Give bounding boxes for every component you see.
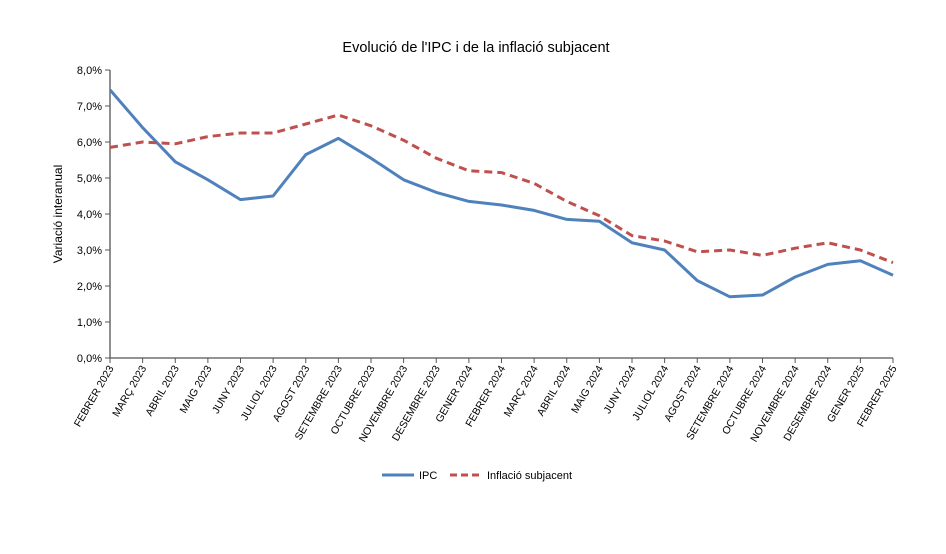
legend-label-ipc: IPC bbox=[419, 470, 437, 482]
x-tick-label: JUNY 2024 bbox=[601, 363, 638, 415]
y-tick-label: 1,0% bbox=[77, 317, 102, 329]
x-tick-label: JUNY 2023 bbox=[210, 363, 247, 415]
x-tick-label: MAIG 2024 bbox=[569, 363, 606, 415]
x-tick-label: ABRIL 2024 bbox=[535, 363, 574, 418]
y-axis-label: Variació interanual bbox=[51, 165, 65, 264]
y-tick-label: 4,0% bbox=[77, 209, 102, 221]
y-tick-label: 6,0% bbox=[77, 137, 102, 149]
x-tick-label: ABRIL 2023 bbox=[143, 363, 182, 418]
y-tick-label: 5,0% bbox=[77, 173, 102, 185]
series-line-core bbox=[109, 113, 894, 264]
chart-title: Evolució de l'IPC i de la inflació subja… bbox=[342, 40, 609, 56]
x-tick-label: MAIG 2023 bbox=[178, 363, 215, 415]
y-tick-label: 3,0% bbox=[77, 245, 102, 257]
legend-label-core: Inflació subjacent bbox=[487, 470, 572, 482]
series-line-ipc bbox=[108, 88, 894, 299]
y-tick-label: 7,0% bbox=[77, 101, 102, 113]
legend: IPC Inflació subjacent bbox=[382, 470, 572, 482]
x-tick-label: FEBRER 2023 bbox=[72, 363, 117, 429]
y-tick-label: 2,0% bbox=[77, 281, 102, 293]
y-tick-label: 0,0% bbox=[77, 353, 102, 365]
y-tick-label: 8,0% bbox=[77, 65, 102, 77]
